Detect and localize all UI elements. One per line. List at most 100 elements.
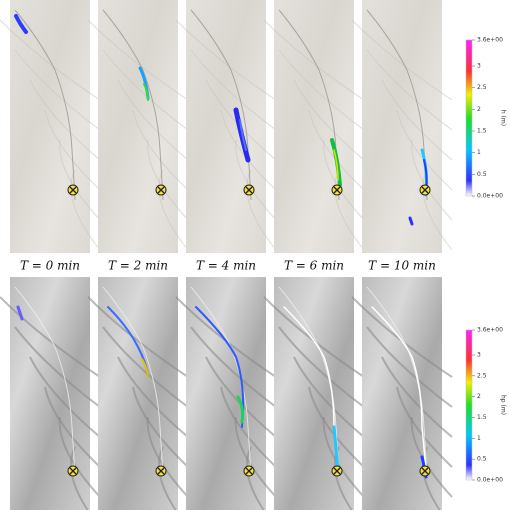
ridge — [158, 169, 189, 251]
flow — [141, 358, 149, 378]
target-cross — [333, 186, 341, 194]
target-cross — [333, 467, 341, 475]
ridge — [87, 19, 189, 101]
map-panel — [175, 0, 277, 253]
ridge — [157, 446, 177, 510]
target-cross — [157, 186, 165, 194]
target-cross — [245, 467, 253, 475]
flow — [333, 149, 339, 181]
ridge — [205, 356, 277, 438]
ridge — [175, 296, 277, 378]
terrain — [186, 277, 266, 510]
flow — [236, 395, 244, 424]
map-panel — [87, 0, 189, 253]
ridge — [263, 19, 365, 101]
flow — [239, 119, 247, 151]
time-labels: T = 0 min T = 2 min T = 4 min T = 6 min T = … — [20, 259, 436, 273]
map-panel — [0, 277, 101, 510]
ridge — [220, 386, 277, 468]
ridge — [102, 326, 189, 408]
ridge — [278, 326, 365, 408]
ridge — [205, 79, 277, 161]
colorbar-tick-label: 1 — [477, 149, 481, 156]
ridge — [293, 356, 365, 438]
time-label: T = 2 min — [108, 259, 168, 273]
flow — [16, 305, 24, 321]
map-panel — [87, 277, 189, 510]
map-panel — [351, 277, 453, 510]
map-panel — [351, 0, 453, 253]
colorbar-tick-label: 3.6e+00 — [477, 37, 503, 44]
colorbar-tick-label: 0.0e+00 — [477, 477, 503, 484]
ridge — [0, 296, 101, 378]
ridge — [132, 109, 189, 191]
colorbar-tick-label: 1.5 — [477, 414, 487, 421]
time-label: T = 0 min — [20, 259, 80, 273]
time-label: T = 4 min — [196, 259, 256, 273]
map-panel — [175, 277, 277, 510]
colorbar — [465, 39, 473, 197]
ridge — [308, 109, 365, 191]
ridge — [411, 139, 453, 221]
channel — [190, 9, 252, 201]
colorbar-title: h (m) — [500, 110, 507, 126]
ridge — [117, 356, 189, 438]
terrain — [98, 277, 178, 510]
ridge — [220, 109, 277, 191]
colorbar-tick-label: 1.5 — [477, 128, 487, 135]
ridge — [117, 79, 189, 161]
terrain — [274, 277, 354, 510]
colorbar-tick-label: 2 — [477, 393, 481, 400]
colorbar-tick-label: 3 — [477, 63, 481, 70]
colorbars: 3.6e+00 3 2.5 2 1.5 1 0.5 0.0e+00 h (m) 3.6e+00 3 2… — [465, 37, 507, 484]
ridge — [234, 416, 277, 498]
ridge — [366, 49, 453, 131]
ridge — [322, 416, 365, 498]
terrain — [10, 277, 90, 510]
map-panel — [263, 0, 365, 253]
target-cross — [157, 467, 165, 475]
flow — [195, 306, 245, 428]
ridge — [44, 109, 101, 191]
target-cross — [421, 186, 429, 194]
ridge — [235, 139, 277, 221]
ridge — [245, 446, 265, 510]
ridge — [132, 386, 189, 468]
target-cross — [69, 467, 77, 475]
ridge — [29, 356, 101, 438]
colorbar-tick-label: 2.5 — [477, 372, 487, 379]
colorbar-title: hp (m) — [500, 395, 507, 415]
ridge — [14, 49, 101, 131]
ridge — [278, 49, 365, 131]
target-cross — [69, 186, 77, 194]
flow — [14, 14, 28, 34]
colorbar-tick-label: 3 — [477, 352, 481, 359]
target-cross — [245, 186, 253, 194]
ridge — [351, 296, 453, 378]
target-cross — [421, 467, 429, 475]
terrain — [362, 277, 442, 510]
ridge — [147, 139, 189, 221]
channel — [102, 286, 164, 478]
channel — [14, 286, 76, 478]
ridge — [70, 169, 101, 251]
colorbar-tick-label: 1 — [477, 435, 481, 442]
ridge — [190, 49, 277, 131]
channel — [14, 9, 76, 201]
ridge — [396, 109, 453, 191]
ridge — [175, 19, 277, 101]
ridge — [396, 386, 453, 468]
time-label: T = 10 min — [368, 259, 436, 273]
ridge — [29, 79, 101, 161]
ridge — [366, 326, 453, 408]
colorbar-tick-label: 2.5 — [477, 84, 487, 91]
map-panel — [0, 0, 101, 253]
panels — [0, 0, 453, 510]
ridge — [351, 19, 453, 101]
time-label: T = 6 min — [284, 259, 344, 273]
ridge — [381, 79, 453, 161]
ridge — [59, 139, 101, 221]
flow — [408, 216, 414, 226]
ridge — [146, 416, 189, 498]
